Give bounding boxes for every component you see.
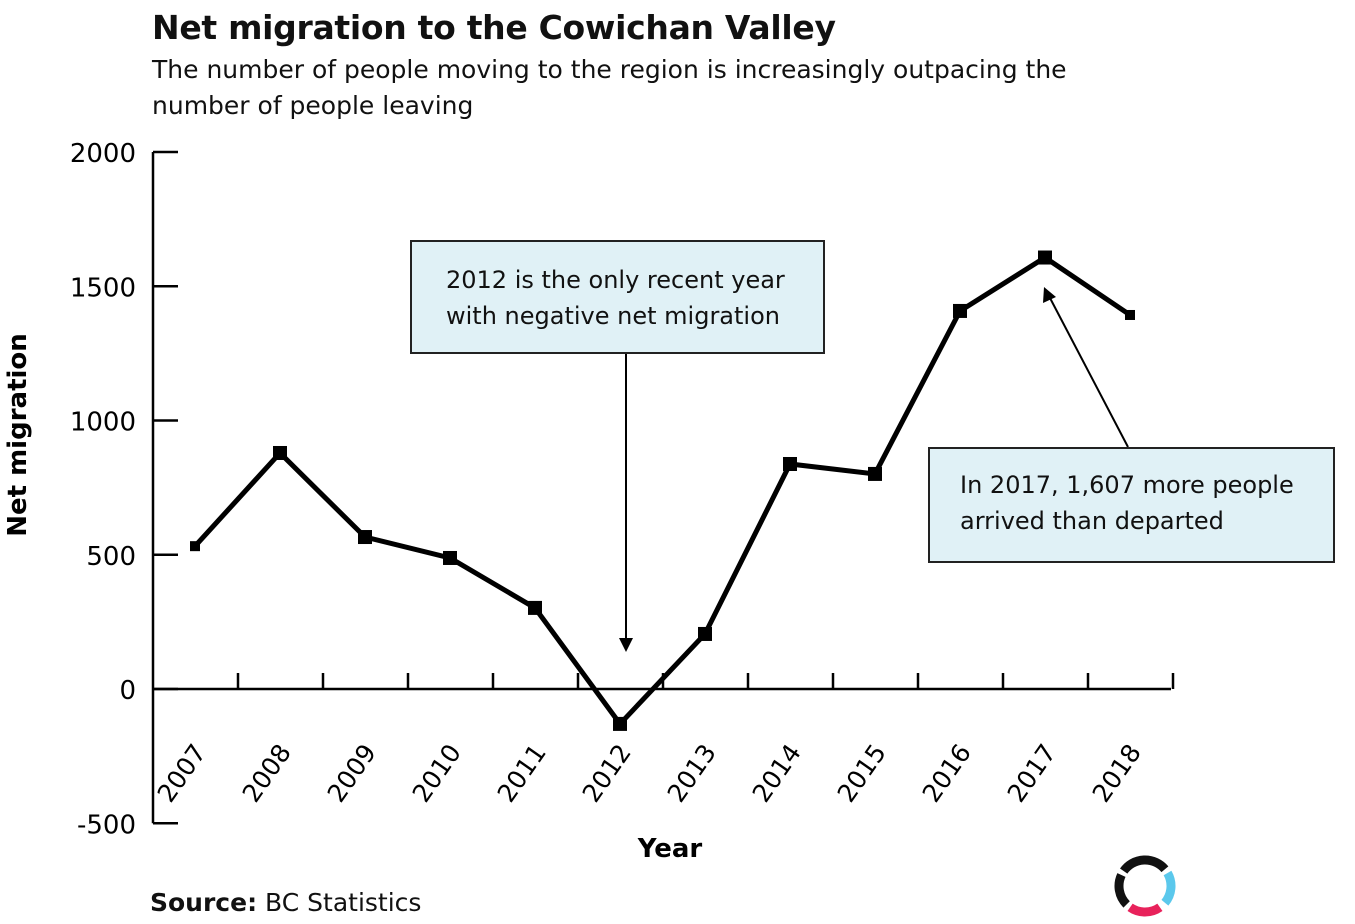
data-point-2008 [273, 445, 287, 460]
y-tick-label: 1000 [70, 408, 136, 438]
data-point-2016 [953, 303, 967, 318]
data-point-2007 [190, 541, 200, 552]
annotation-2017-text: In 2017, 1,607 more people arrived than … [960, 471, 1294, 535]
x-tick-label: 2011 [492, 739, 552, 808]
x-tick-label: 2017 [1002, 739, 1062, 808]
annotation-2012: 2012 is the only recent year with negati… [410, 240, 825, 354]
arrow-head-2012 [619, 638, 633, 652]
x-tick-label: 2015 [832, 739, 892, 808]
series-line [193, 254, 1132, 728]
data-point-2018 [1125, 309, 1135, 320]
data-point-2011 [528, 600, 542, 615]
x-tick-label: 2008 [237, 739, 297, 808]
annotation-2012-text: 2012 is the only recent year with negati… [446, 266, 785, 330]
data-point-2010 [443, 550, 457, 565]
x-tick-label: 2014 [747, 739, 807, 808]
data-point-2009 [358, 530, 372, 545]
x-tick-label: 2012 [577, 739, 637, 808]
annotation-arrow-2017 [1049, 297, 1129, 448]
x-tick-label: 2018 [1087, 739, 1147, 808]
y-tick-label: 2000 [70, 139, 136, 169]
annotation-2017: In 2017, 1,607 more people arrived than … [928, 447, 1335, 563]
y-tick-label: 1500 [70, 273, 136, 303]
y-axis-title: Net migration [3, 333, 33, 537]
data-point-2014 [783, 456, 797, 471]
data-point-2015 [868, 466, 882, 481]
chart-title: Net migration to the Cowichan Valley [152, 8, 836, 47]
data-point-2017 [1038, 250, 1052, 265]
x-axis-title: Year [637, 834, 703, 864]
arrow-head-2017 [1043, 287, 1056, 303]
data-point-2012 [613, 716, 627, 731]
source-text: BC Statistics [265, 888, 422, 917]
source-label: Source: [150, 888, 258, 917]
chart-subtitle: The number of people moving to the regio… [152, 55, 1067, 120]
y-tick-label: 0 [119, 676, 136, 706]
x-tick-label: 2009 [322, 739, 382, 808]
x-tick-label: 2016 [917, 739, 977, 808]
y-tick-label: 500 [86, 542, 136, 572]
y-tick-label: -500 [77, 810, 136, 840]
x-tick-label: 2013 [662, 739, 722, 808]
x-tick-label: 2007 [152, 739, 212, 808]
source-note: Source: BC Statistics [150, 888, 421, 917]
x-tick-label: 2010 [407, 739, 467, 808]
data-point-2013 [698, 626, 712, 641]
